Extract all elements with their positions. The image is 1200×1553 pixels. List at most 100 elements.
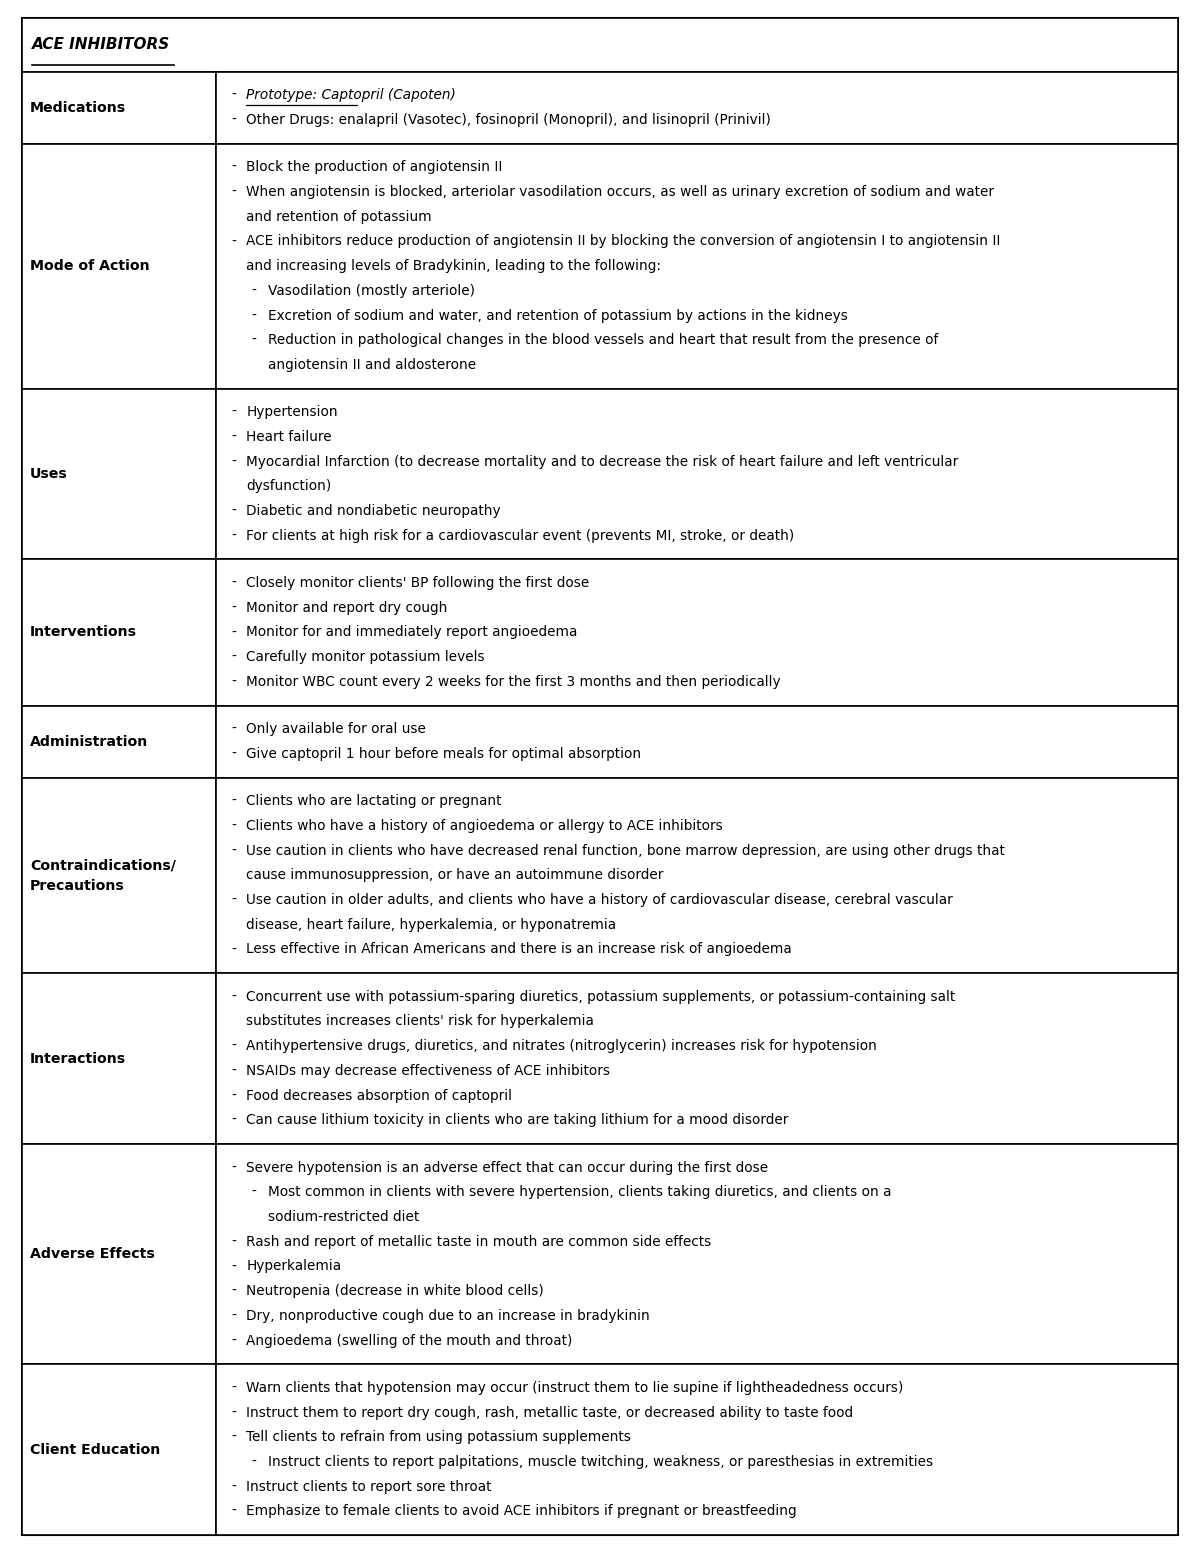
Text: -: - xyxy=(232,89,236,102)
Text: Angioedema (swelling of the mouth and throat): Angioedema (swelling of the mouth and th… xyxy=(246,1334,572,1348)
Text: -: - xyxy=(232,430,236,444)
Text: disease, heart failure, hyperkalemia, or hyponatremia: disease, heart failure, hyperkalemia, or… xyxy=(246,918,617,932)
Bar xyxy=(22,143,216,388)
Bar xyxy=(22,974,216,1145)
Text: Warn clients that hypotension may occur (instruct them to lie supine if lighthea: Warn clients that hypotension may occur … xyxy=(246,1381,904,1395)
Text: cause immunosuppression, or have an autoimmune disorder: cause immunosuppression, or have an auto… xyxy=(246,868,664,882)
Bar xyxy=(216,388,1178,559)
Text: Monitor and report dry cough: Monitor and report dry cough xyxy=(246,601,448,615)
Text: Adverse Effects: Adverse Effects xyxy=(30,1247,155,1261)
Text: Myocardial Infarction (to decrease mortality and to decrease the risk of heart f: Myocardial Infarction (to decrease morta… xyxy=(246,455,959,469)
Text: Concurrent use with potassium-sparing diuretics, potassium supplements, or potas: Concurrent use with potassium-sparing di… xyxy=(246,989,955,1003)
Text: -: - xyxy=(232,1309,236,1323)
Text: Vasodilation (mostly arteriole): Vasodilation (mostly arteriole) xyxy=(269,284,475,298)
Bar xyxy=(216,1145,1178,1364)
Text: -: - xyxy=(232,1089,236,1103)
Text: Precautions: Precautions xyxy=(30,879,125,893)
Text: Medications: Medications xyxy=(30,101,126,115)
Text: Rash and report of metallic taste in mouth are common side effects: Rash and report of metallic taste in mou… xyxy=(246,1235,712,1249)
Bar xyxy=(22,1145,216,1364)
Text: Other Drugs: enalapril (Vasotec), fosinopril (Monopril), and lisinopril (Prinivi: Other Drugs: enalapril (Vasotec), fosino… xyxy=(246,113,772,127)
Text: substitutes increases clients' risk for hyperkalemia: substitutes increases clients' risk for … xyxy=(246,1014,594,1028)
Text: Monitor for and immediately report angioedema: Monitor for and immediately report angio… xyxy=(246,626,577,640)
Text: Hypertension: Hypertension xyxy=(246,405,338,419)
Text: Dry, nonproductive cough due to an increase in bradykinin: Dry, nonproductive cough due to an incre… xyxy=(246,1309,650,1323)
Bar xyxy=(216,705,1178,778)
Text: -: - xyxy=(232,235,236,248)
Text: Block the production of angiotensin II: Block the production of angiotensin II xyxy=(246,160,503,174)
Text: Diabetic and nondiabetic neuropathy: Diabetic and nondiabetic neuropathy xyxy=(246,505,500,519)
Text: -: - xyxy=(232,113,236,127)
Text: -: - xyxy=(232,1160,236,1174)
Text: NSAIDs may decrease effectiveness of ACE inhibitors: NSAIDs may decrease effectiveness of ACE… xyxy=(246,1064,611,1078)
Text: -: - xyxy=(232,722,236,736)
Bar xyxy=(216,974,1178,1145)
Text: Antihypertensive drugs, diuretics, and nitrates (nitroglycerin) increases risk f: Antihypertensive drugs, diuretics, and n… xyxy=(246,1039,877,1053)
Text: Clients who have a history of angioedema or allergy to ACE inhibitors: Clients who have a history of angioedema… xyxy=(246,818,722,832)
Text: -: - xyxy=(232,160,236,174)
Text: sodium-restricted diet: sodium-restricted diet xyxy=(269,1210,420,1224)
Text: ACE INHIBITORS: ACE INHIBITORS xyxy=(32,37,170,53)
Text: dysfunction): dysfunction) xyxy=(246,480,331,494)
Text: -: - xyxy=(252,1185,257,1199)
Text: For clients at high risk for a cardiovascular event (prevents MI, stroke, or dea: For clients at high risk for a cardiovas… xyxy=(246,528,794,544)
Text: -: - xyxy=(232,405,236,419)
Bar xyxy=(216,143,1178,388)
Text: When angiotensin is blocked, arteriolar vasodilation occurs, as well as urinary : When angiotensin is blocked, arteriolar … xyxy=(246,185,995,199)
Text: Client Education: Client Education xyxy=(30,1443,161,1457)
Text: -: - xyxy=(232,843,236,857)
Bar xyxy=(22,1364,216,1534)
Text: -: - xyxy=(232,626,236,640)
Text: Emphasize to female clients to avoid ACE inhibitors if pregnant or breastfeeding: Emphasize to female clients to avoid ACE… xyxy=(246,1505,797,1519)
Text: Interactions: Interactions xyxy=(30,1051,126,1065)
Text: -: - xyxy=(252,309,257,323)
Text: -: - xyxy=(232,185,236,199)
Text: and increasing levels of Bradykinin, leading to the following:: and increasing levels of Bradykinin, lea… xyxy=(246,259,661,273)
Text: -: - xyxy=(232,505,236,519)
Text: Prototype: Captopril (Capoten): Prototype: Captopril (Capoten) xyxy=(246,89,456,102)
Text: Interventions: Interventions xyxy=(30,626,137,640)
Bar xyxy=(22,388,216,559)
Text: Less effective in African Americans and there is an increase risk of angioedema: Less effective in African Americans and … xyxy=(246,943,792,957)
Text: and retention of potassium: and retention of potassium xyxy=(246,210,432,224)
Text: Instruct clients to report palpitations, muscle twitching, weakness, or paresthe: Instruct clients to report palpitations,… xyxy=(269,1455,934,1469)
Text: -: - xyxy=(232,1259,236,1273)
Text: Carefully monitor potassium levels: Carefully monitor potassium levels xyxy=(246,651,485,665)
Text: -: - xyxy=(232,1114,236,1127)
Text: -: - xyxy=(232,1039,236,1053)
Text: Use caution in clients who have decreased renal function, bone marrow depression: Use caution in clients who have decrease… xyxy=(246,843,1006,857)
Text: Tell clients to refrain from using potassium supplements: Tell clients to refrain from using potas… xyxy=(246,1430,631,1444)
Text: -: - xyxy=(232,794,236,808)
Bar xyxy=(216,559,1178,705)
Bar xyxy=(22,19,1178,71)
Text: -: - xyxy=(232,1381,236,1395)
Text: Monitor WBC count every 2 weeks for the first 3 months and then periodically: Monitor WBC count every 2 weeks for the … xyxy=(246,676,781,690)
Text: Neutropenia (decrease in white blood cells): Neutropenia (decrease in white blood cel… xyxy=(246,1284,544,1298)
Text: Hyperkalemia: Hyperkalemia xyxy=(246,1259,341,1273)
Text: -: - xyxy=(232,676,236,690)
Text: -: - xyxy=(232,1430,236,1444)
Text: -: - xyxy=(252,1455,257,1469)
Text: -: - xyxy=(232,1284,236,1298)
Text: -: - xyxy=(232,1480,236,1494)
Text: -: - xyxy=(232,1405,236,1419)
Text: -: - xyxy=(232,528,236,544)
Text: -: - xyxy=(232,818,236,832)
Text: Most common in clients with severe hypertension, clients taking diuretics, and c: Most common in clients with severe hyper… xyxy=(269,1185,892,1199)
Text: -: - xyxy=(232,943,236,957)
Text: Uses: Uses xyxy=(30,467,67,481)
Bar xyxy=(22,778,216,974)
Text: Can cause lithium toxicity in clients who are taking lithium for a mood disorder: Can cause lithium toxicity in clients wh… xyxy=(246,1114,788,1127)
Text: angiotensin II and aldosterone: angiotensin II and aldosterone xyxy=(269,357,476,373)
Text: -: - xyxy=(232,651,236,665)
Text: -: - xyxy=(232,455,236,469)
Text: -: - xyxy=(232,893,236,907)
Bar xyxy=(22,71,216,143)
Bar xyxy=(216,1364,1178,1534)
Text: -: - xyxy=(252,334,257,348)
Text: -: - xyxy=(232,1235,236,1249)
Text: -: - xyxy=(252,284,257,298)
Text: -: - xyxy=(232,601,236,615)
Bar xyxy=(22,705,216,778)
Text: Instruct them to report dry cough, rash, metallic taste, or decreased ability to: Instruct them to report dry cough, rash,… xyxy=(246,1405,853,1419)
